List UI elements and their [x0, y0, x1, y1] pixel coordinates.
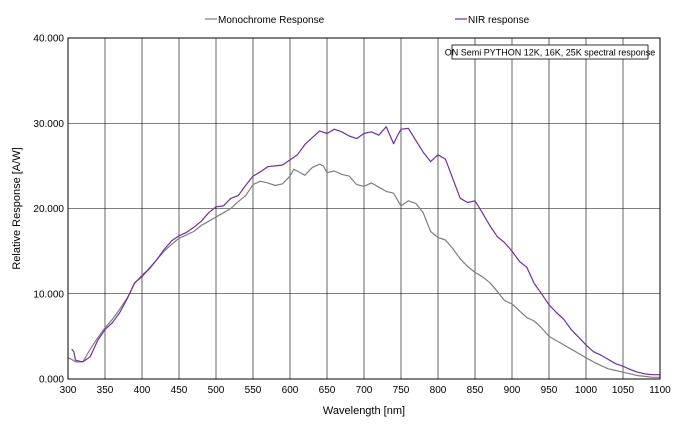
legend-label-monochrome: Monochrome Response: [218, 15, 325, 26]
x-tick-label: 1100: [649, 385, 671, 396]
x-tick-label: 350: [97, 385, 114, 396]
y-tick-labels: 0.000 10.000 20.000 30.000 40.000: [33, 34, 64, 386]
series-line-monochrome: [67, 163, 660, 378]
y-tick-label: 40.000: [33, 34, 64, 45]
legend-label-nir: NIR response: [468, 15, 530, 26]
series-line-nir: [71, 126, 660, 376]
x-tick-label: 450: [171, 385, 188, 396]
y-axis-title: Relative Response [A/W]: [11, 147, 23, 269]
x-tick-label: 750: [393, 385, 410, 396]
x-tick-label: 650: [319, 385, 336, 396]
x-tick-label: 500: [208, 385, 225, 396]
x-tick-labels: 300 350 400 450 500 550 600 650 700 750 800 850 900 9…: [60, 385, 672, 396]
y-tick-label: 30.000: [33, 119, 64, 130]
annotation-text: ON Semi PYTHON 12K, 16K, 25K spectral re…: [445, 48, 656, 58]
x-tick-label: 800: [430, 385, 447, 396]
x-tick-label: 900: [504, 385, 521, 396]
x-tick-label: 400: [134, 385, 151, 396]
annotation-border: [451, 44, 649, 60]
x-axis-title: Wavelength [nm]: [323, 405, 405, 417]
x-tick-label: 1050: [612, 385, 635, 396]
x-tick-label: 700: [356, 385, 373, 396]
x-tick-label: 850: [467, 385, 484, 396]
x-tick-label: 950: [541, 385, 558, 396]
x-tick-label: 550: [245, 385, 262, 396]
y-tick-label: 10.000: [33, 289, 64, 300]
grid: [67, 37, 661, 380]
x-tick-label: 1000: [575, 385, 598, 396]
x-tick-label: 600: [282, 385, 299, 396]
y-tick-label: 0.000: [39, 375, 64, 386]
y-tick-label: 20.000: [33, 204, 64, 215]
annotation-box: ON Semi PYTHON 12K, 16K, 25K spectral re…: [445, 44, 656, 60]
series-group: [67, 126, 660, 378]
x-tick-label: 300: [60, 385, 77, 396]
legend: Monochrome Response NIR response: [205, 15, 530, 26]
plot-frame: [67, 37, 661, 380]
